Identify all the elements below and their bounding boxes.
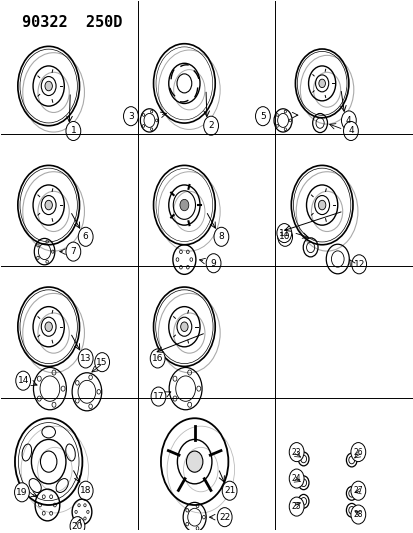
Circle shape <box>186 451 202 472</box>
Text: 9: 9 <box>210 259 216 268</box>
Text: 1: 1 <box>70 126 76 135</box>
Circle shape <box>78 349 93 368</box>
Circle shape <box>341 111 356 130</box>
Circle shape <box>318 79 325 87</box>
Circle shape <box>150 349 165 368</box>
Circle shape <box>289 469 303 488</box>
Text: 11: 11 <box>278 229 290 238</box>
Circle shape <box>66 242 81 261</box>
Text: 6: 6 <box>83 232 88 241</box>
Text: 4: 4 <box>347 126 353 135</box>
Circle shape <box>14 483 29 502</box>
Circle shape <box>180 322 188 332</box>
Circle shape <box>276 223 291 243</box>
Circle shape <box>16 371 31 390</box>
Circle shape <box>78 227 93 246</box>
Text: 15: 15 <box>96 358 108 367</box>
Text: 10: 10 <box>279 232 290 241</box>
Text: 16: 16 <box>152 354 163 363</box>
Text: 28: 28 <box>353 510 362 519</box>
Text: 24: 24 <box>291 474 301 483</box>
Circle shape <box>255 107 270 126</box>
Text: 18: 18 <box>80 486 91 495</box>
Text: 26: 26 <box>353 448 362 457</box>
Circle shape <box>203 116 218 135</box>
Text: 3: 3 <box>128 112 133 120</box>
Circle shape <box>343 122 358 141</box>
Circle shape <box>350 481 365 500</box>
Text: 27: 27 <box>353 486 362 495</box>
Circle shape <box>277 227 292 246</box>
Text: 90322  250D: 90322 250D <box>22 14 122 30</box>
Text: 22: 22 <box>218 513 230 522</box>
Circle shape <box>151 387 166 406</box>
Circle shape <box>70 516 85 533</box>
Text: 12: 12 <box>353 260 364 269</box>
Circle shape <box>222 481 237 500</box>
Circle shape <box>180 199 188 211</box>
Circle shape <box>350 442 365 462</box>
Circle shape <box>318 200 325 210</box>
Text: 23: 23 <box>291 448 301 457</box>
Circle shape <box>351 255 366 274</box>
Text: 13: 13 <box>80 354 91 363</box>
Text: 14: 14 <box>17 376 29 385</box>
Circle shape <box>289 442 303 462</box>
Text: 21: 21 <box>223 486 235 495</box>
Text: 4: 4 <box>345 116 351 125</box>
Circle shape <box>123 107 138 126</box>
Circle shape <box>289 497 303 516</box>
Text: 25: 25 <box>291 502 301 511</box>
Circle shape <box>350 505 365 524</box>
Circle shape <box>45 81 52 91</box>
Circle shape <box>214 227 228 246</box>
Circle shape <box>78 481 93 500</box>
Text: 20: 20 <box>71 522 83 531</box>
Circle shape <box>206 254 221 273</box>
Circle shape <box>95 353 109 372</box>
Circle shape <box>45 322 52 332</box>
Circle shape <box>66 122 81 141</box>
Text: 19: 19 <box>16 488 28 497</box>
Text: 8: 8 <box>218 232 224 241</box>
Circle shape <box>217 507 232 527</box>
Circle shape <box>45 200 52 210</box>
Text: 17: 17 <box>152 392 164 401</box>
Text: 2: 2 <box>208 121 214 130</box>
Text: 5: 5 <box>259 112 265 120</box>
Text: 7: 7 <box>70 247 76 256</box>
